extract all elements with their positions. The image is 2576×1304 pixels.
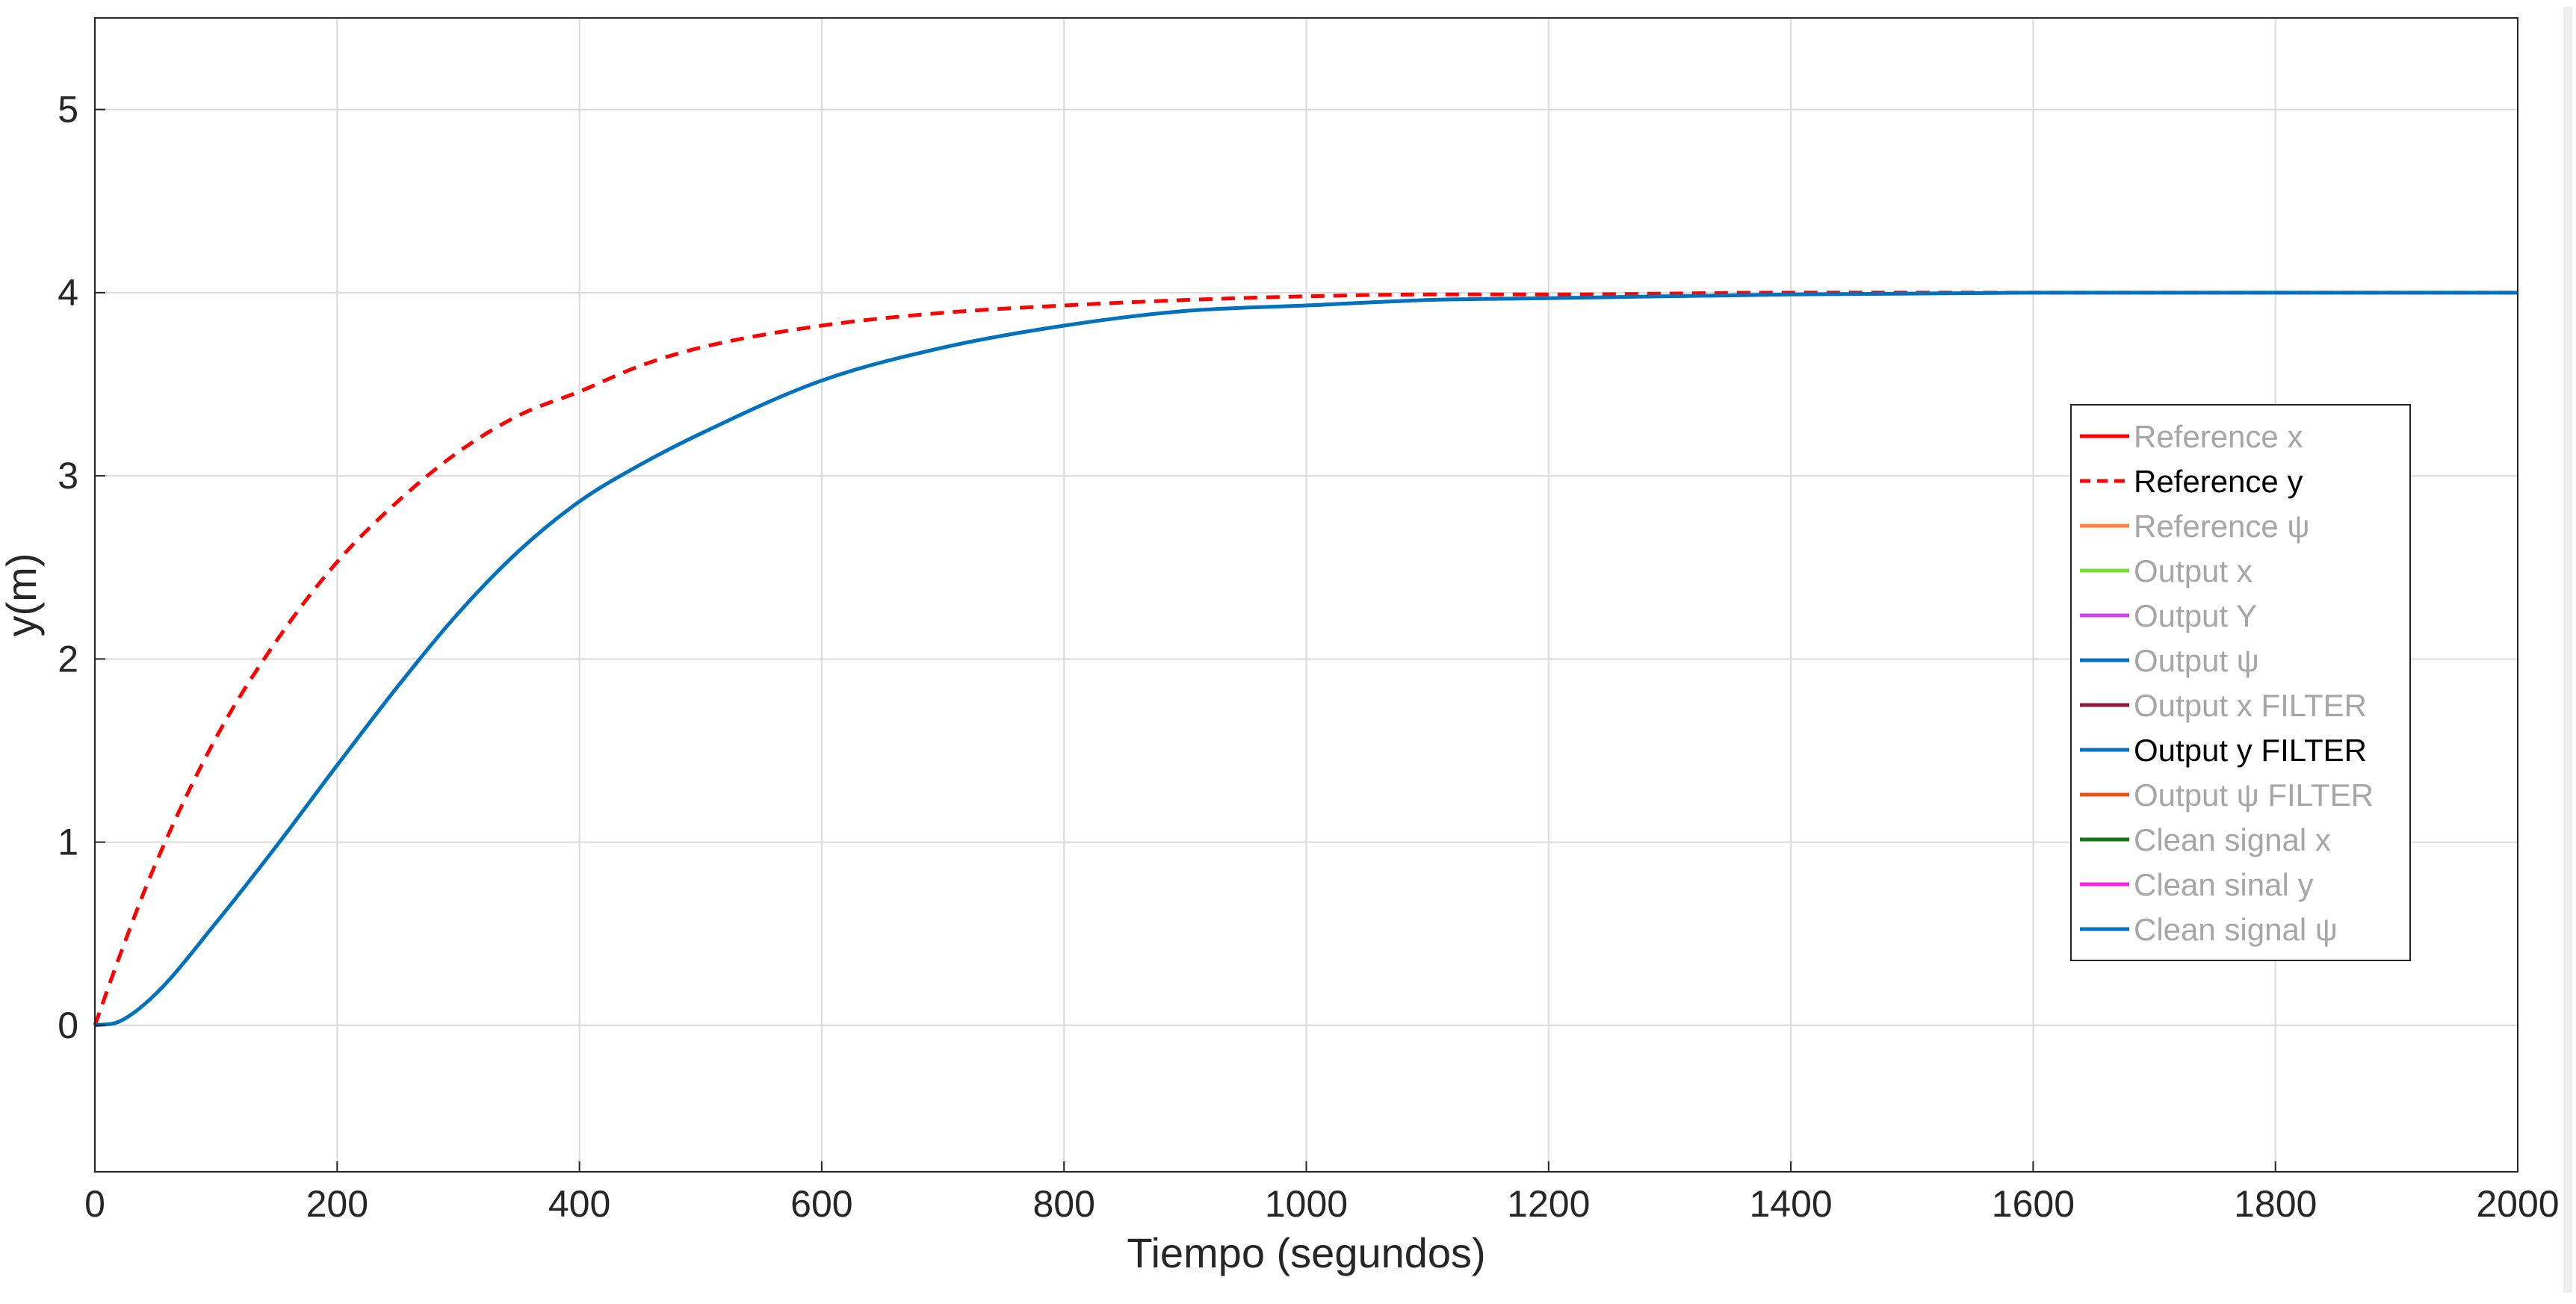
legend-entry[interactable]: Clean sinal y (2080, 867, 2313, 902)
legend-label: Output ψ (2134, 643, 2259, 678)
legend-label: Output Y (2134, 598, 2257, 633)
legend-box (2070, 404, 2411, 961)
x-tick-label: 2000 (2476, 1183, 2559, 1225)
legend-label: Output x (2134, 553, 2253, 589)
legend-entry[interactable]: Output ψ FILTER (2080, 777, 2374, 813)
legend-entry[interactable]: Output x (2080, 553, 2253, 589)
y-tick-label: 2 (58, 638, 78, 680)
legend-label: Clean sinal y (2134, 867, 2313, 902)
x-tick-label: 1600 (1992, 1183, 2075, 1225)
legend-entry[interactable]: Clean signal ψ (2080, 912, 2338, 947)
legend-entry[interactable]: Reference x (2080, 419, 2303, 454)
y-tick-label: 5 (58, 89, 78, 131)
y-tick-label: 3 (58, 455, 78, 497)
legend[interactable]: Reference x Reference y Reference ψ Output … (2070, 404, 2411, 961)
legend-entry[interactable]: Output x FILTER (2080, 688, 2367, 723)
legend-label: Reference y (2134, 464, 2303, 499)
x-tick-label: 1400 (1749, 1183, 1832, 1225)
x-tick-label: 0 (84, 1183, 105, 1225)
x-tick-label: 400 (548, 1183, 610, 1225)
legend-entry[interactable]: Reference ψ (2080, 509, 2309, 544)
legend-entry[interactable]: Output Y (2080, 598, 2257, 633)
series-layer (93, 291, 2518, 1028)
series-line-1 (94, 291, 2518, 1028)
legend-label: Clean signal ψ (2134, 912, 2338, 947)
legend-label: Reference ψ (2134, 509, 2309, 544)
legend-entry[interactable]: Output y FILTER (2080, 733, 2367, 768)
y-tick-label: 0 (58, 1005, 78, 1046)
legend-label: Reference x (2134, 419, 2303, 454)
x-tick-label: 1000 (1265, 1183, 1348, 1225)
tick-labels: 0 200 400 600 800 1000 1200 1400 1600 1800 2000 0 1 2… (58, 89, 2559, 1225)
x-tick-label: 200 (306, 1183, 368, 1225)
x-tick-label: 1200 (1507, 1183, 1590, 1225)
legend-label: Output x FILTER (2134, 688, 2367, 723)
legend-label: Clean signal x (2134, 822, 2331, 857)
x-axis-label: Tiempo (segundos) (1127, 1229, 1485, 1276)
y-tick-label: 4 (58, 272, 78, 314)
legend-label: Output ψ FILTER (2134, 777, 2374, 813)
x-tick-label: 600 (790, 1183, 852, 1225)
legend-entry[interactable]: Reference y (2080, 464, 2303, 499)
y-tick-label: 1 (58, 822, 78, 863)
legend-entry[interactable]: Clean signal x (2080, 822, 2331, 857)
legend-label: Output y FILTER (2134, 733, 2367, 768)
window-scrollbar[interactable] (2563, 7, 2572, 1293)
x-tick-label: 800 (1032, 1183, 1095, 1225)
x-tick-label: 1800 (2234, 1183, 2317, 1225)
legend-entry[interactable]: Output ψ (2080, 643, 2259, 678)
y-axis-label: y(m) (0, 553, 45, 637)
